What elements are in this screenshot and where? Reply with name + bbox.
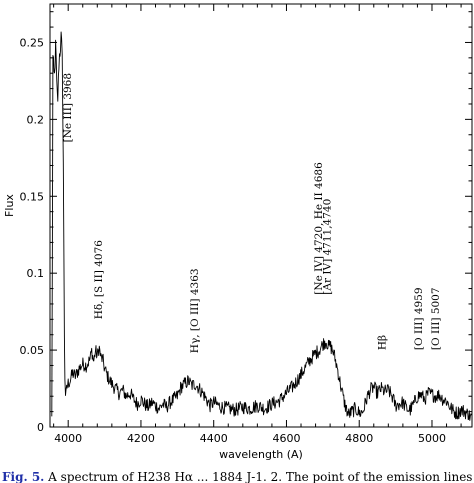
caption-text: A spectrum of H238 Hα ... 1884 J-1. 2. T…: [44, 470, 472, 483]
figure-caption: Fig. 5. A spectrum of H238 Hα ... 1884 J…: [2, 470, 472, 483]
x-tick-label: 4200: [127, 432, 155, 445]
y-tick-label: 0.15: [20, 190, 45, 203]
y-tick-label: 0.25: [20, 36, 45, 49]
x-axis-label: wavelength (A): [219, 448, 303, 461]
line-annotation: Hβ: [376, 335, 388, 350]
line-annotation: Hδ, [S II] 4076: [93, 240, 105, 320]
spectrum-chart: 0 0.05 0.1 0.15 0.2 0.25 4000 4200 4400 4600 4800…: [3, 3, 473, 461]
x-tick-labels: 4000 4200 4400 4600 4800 5000: [54, 432, 446, 445]
x-tick-label: 4600: [272, 432, 300, 445]
y-tick-label: 0.2: [27, 113, 45, 126]
line-annotation: [Ne IV] 4720, He II 4686: [313, 162, 325, 295]
line-annotation: Hγ, [O III] 4363: [189, 268, 201, 353]
line-annotation: [O III] 4959: [413, 287, 425, 350]
line-annotation: [Ar IV] 4711,4740: [322, 199, 334, 295]
axis-ticks: [50, 4, 472, 428]
x-tick-label: 4400: [200, 432, 228, 445]
x-tick-label: 4800: [345, 432, 373, 445]
y-tick-label: 0.05: [20, 344, 45, 357]
line-annotation: [O III] 5007: [430, 287, 442, 350]
x-tick-label: 5000: [418, 432, 446, 445]
y-tick-labels: 0 0.05 0.1 0.15 0.2 0.25: [20, 36, 45, 434]
caption-label: Fig. 5.: [2, 470, 45, 483]
y-axis-label: Flux: [3, 194, 16, 217]
y-tick-label: 0: [37, 421, 44, 434]
y-tick-label: 0.1: [27, 267, 45, 280]
plot-frame: [49, 3, 473, 428]
spectrum-line: [51, 31, 473, 421]
x-tick-label: 4000: [54, 432, 82, 445]
line-annotations: [Ne III] 3968 Hδ, [S II] 4076 Hγ, [O III] …: [62, 73, 442, 353]
line-annotation: [Ne III] 3968: [62, 73, 74, 142]
